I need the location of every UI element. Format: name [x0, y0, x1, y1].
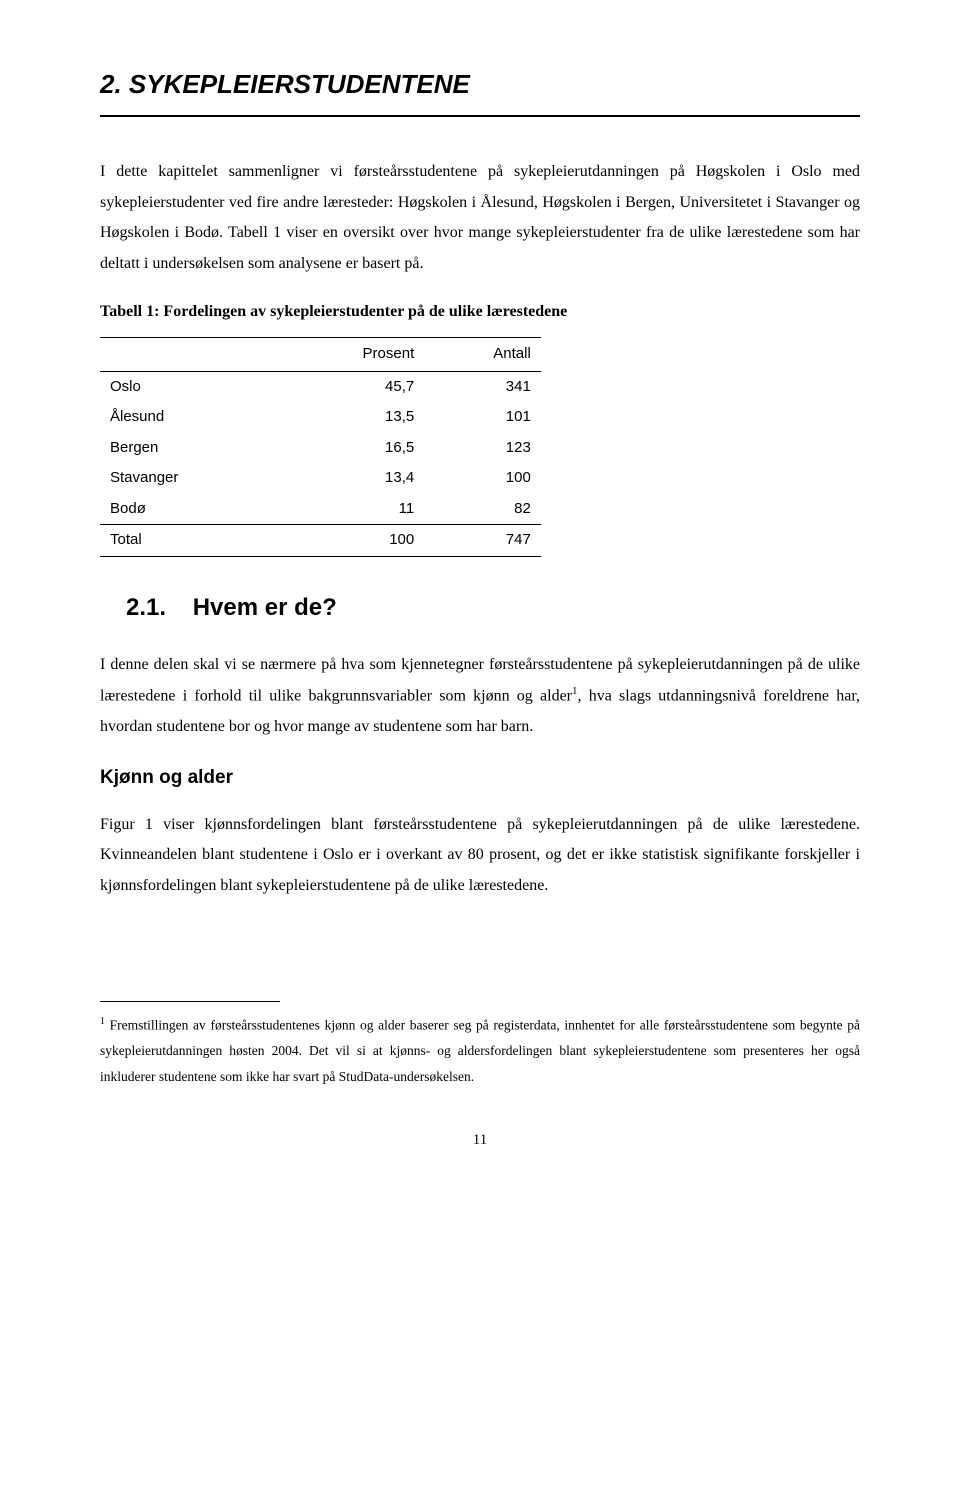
paragraph-kjonn: Figur 1 viser kjønnsfordelingen blant fø…: [100, 810, 860, 901]
footnote-1: 1 Fremstillingen av førsteårsstudentenes…: [100, 1012, 860, 1089]
page-number: 11: [100, 1126, 860, 1155]
table-cell: 123: [424, 433, 541, 464]
table-cell: 100: [279, 525, 424, 557]
table-cell: Bergen: [100, 433, 279, 464]
paragraph-intro: I dette kapittelet sammenligner vi først…: [100, 157, 860, 279]
table-cell: 341: [424, 371, 541, 402]
table-header-cell: [100, 338, 279, 372]
section-number: 2.1.: [126, 594, 166, 621]
table-cell: 747: [424, 525, 541, 557]
footnote-marker: 1: [100, 1016, 105, 1027]
table-cell: 101: [424, 402, 541, 433]
table-1-title: Tabell 1: Fordelingen av sykepleierstude…: [100, 297, 860, 327]
table-row: Bergen 16,5 123: [100, 433, 541, 464]
table-cell: Bodø: [100, 494, 279, 525]
footnote-text: Fremstillingen av førsteårsstudentenes k…: [100, 1018, 860, 1084]
table-cell: Stavanger: [100, 463, 279, 494]
section-title: Hvem er de?: [193, 594, 337, 621]
table-total-row: Total 100 747: [100, 525, 541, 557]
table-cell: 11: [279, 494, 424, 525]
footnote-separator: [100, 1001, 280, 1002]
table-header-cell: Prosent: [279, 338, 424, 372]
table-row: Oslo 45,7 341: [100, 371, 541, 402]
table-row: Bodø 11 82: [100, 494, 541, 525]
table-row: Stavanger 13,4 100: [100, 463, 541, 494]
table-1: Prosent Antall Oslo 45,7 341 Ålesund 13,…: [100, 337, 541, 557]
table-cell: 13,4: [279, 463, 424, 494]
paragraph-section-intro: I denne delen skal vi se nærmere på hva …: [100, 650, 860, 742]
table-cell: Oslo: [100, 371, 279, 402]
table-header-cell: Antall: [424, 338, 541, 372]
table-cell: 100: [424, 463, 541, 494]
subheading-kjonn-alder: Kjønn og alder: [100, 760, 860, 796]
table-cell: 16,5: [279, 433, 424, 464]
table-row: Ålesund 13,5 101: [100, 402, 541, 433]
table-cell: Ålesund: [100, 402, 279, 433]
table-header-row: Prosent Antall: [100, 338, 541, 372]
section-heading-2-1: 2.1. Hvem er de?: [126, 585, 860, 631]
table-cell: 82: [424, 494, 541, 525]
table-cell: Total: [100, 525, 279, 557]
table-cell: 13,5: [279, 402, 424, 433]
chapter-title: 2. SYKEPLEIERSTUDENTENE: [100, 60, 860, 117]
table-cell: 45,7: [279, 371, 424, 402]
